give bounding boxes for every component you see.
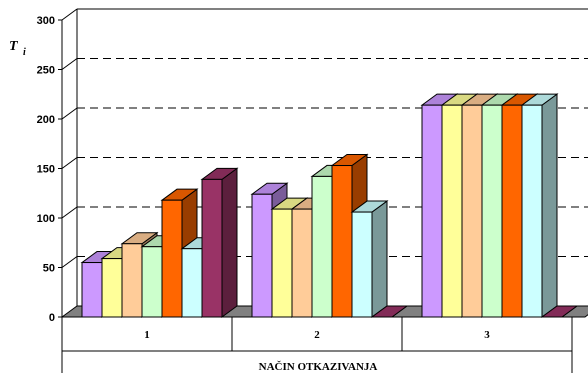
x-axis-label: NAČIN OTKAZIVANJA	[259, 360, 378, 373]
bar	[520, 93, 559, 318]
y-tick-label: 200	[37, 114, 55, 126]
bar-front	[181, 248, 203, 318]
y-tick-label: 150	[37, 164, 55, 176]
x-tick-label: 3	[484, 329, 490, 341]
x-tick-label: 2	[314, 329, 320, 341]
bar-front	[161, 199, 183, 318]
y-tick-label: 0	[49, 312, 55, 324]
bar-front	[101, 258, 123, 318]
bar-front	[291, 208, 313, 318]
bar-front	[521, 104, 543, 318]
wall-diagonal	[61, 157, 78, 169]
bar-front	[81, 262, 103, 318]
bar	[370, 305, 409, 318]
bar	[200, 167, 239, 318]
bar-front	[251, 193, 273, 318]
bar-front	[421, 104, 443, 318]
bar-top	[540, 305, 579, 318]
bar-front	[461, 104, 483, 318]
y-tick-label: 250	[37, 65, 55, 77]
bar-side	[371, 200, 388, 318]
bar-front	[331, 165, 353, 318]
wall-diagonal	[61, 206, 78, 219]
bar-front	[501, 104, 523, 318]
y-axis-label-subscript: i	[23, 47, 26, 58]
y-tick-label: 300	[37, 15, 55, 27]
bar-side	[541, 93, 558, 318]
bar-front	[201, 178, 223, 318]
bar-front	[441, 104, 463, 318]
bar-front	[311, 175, 333, 318]
bar-front	[121, 243, 143, 318]
bar-layer	[80, 93, 579, 318]
y-tick-label: 50	[43, 263, 55, 275]
wall-diagonal	[61, 107, 78, 120]
bar-front	[351, 211, 373, 318]
bar-front	[481, 104, 503, 318]
bar	[350, 200, 389, 318]
bar	[540, 305, 579, 318]
bar-front	[271, 208, 293, 318]
bar-front	[141, 246, 163, 318]
bar-side	[221, 167, 238, 318]
wall-diagonal	[61, 58, 78, 70]
wall-diagonal	[61, 8, 78, 21]
bar-top	[370, 305, 409, 318]
wall-diagonal	[61, 256, 78, 268]
x-tick-label: 1	[144, 329, 150, 341]
axis-layer: 0 50 100 150 200 250 300 1 2 3	[37, 15, 573, 373]
y-tick-label: 100	[37, 213, 55, 225]
y-axis-label: T	[9, 39, 19, 54]
